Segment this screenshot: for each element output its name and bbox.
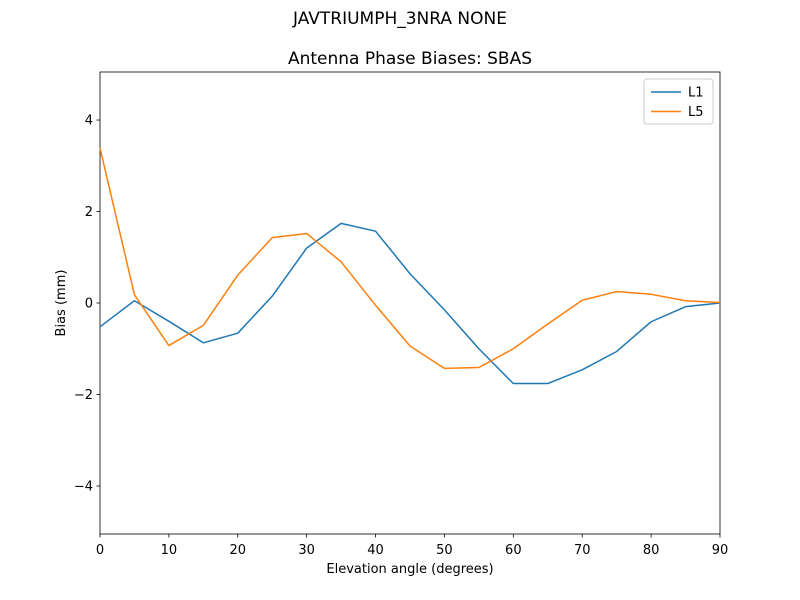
series-line-L1: [99, 222, 721, 385]
legend-label-L1: L1: [688, 86, 704, 101]
y-tick-label: −4: [74, 479, 93, 494]
x-tick-label: 50: [436, 543, 453, 558]
figure-title: JAVTRIUMPH_3NRA NONE: [293, 9, 507, 29]
y-tick-label: 0: [85, 297, 93, 312]
x-tick-label: 40: [367, 543, 384, 558]
y-tick-label: 4: [85, 114, 93, 129]
x-tick-label: 20: [230, 543, 247, 558]
x-axis-label: Elevation angle (degrees): [326, 562, 494, 577]
x-tick-label: 70: [574, 543, 591, 558]
y-tick-label: 2: [85, 205, 93, 220]
x-tick-label: 10: [161, 543, 178, 558]
x-tick-label: 90: [712, 543, 729, 558]
x-tick-label: 60: [505, 543, 522, 558]
legend-label-L5: L5: [688, 105, 704, 120]
x-tick-label: 0: [96, 543, 104, 558]
y-axis-label: Bias (mm): [54, 269, 70, 337]
legend-box: [643, 78, 714, 125]
y-tick-label: −2: [74, 388, 93, 403]
axes-frame: [99, 71, 721, 535]
x-tick-label: 30: [298, 543, 315, 558]
series-line-L5: [99, 147, 721, 370]
axes-title: Antenna Phase Biases: SBAS: [287, 49, 533, 69]
x-tick-label: 80: [643, 543, 660, 558]
